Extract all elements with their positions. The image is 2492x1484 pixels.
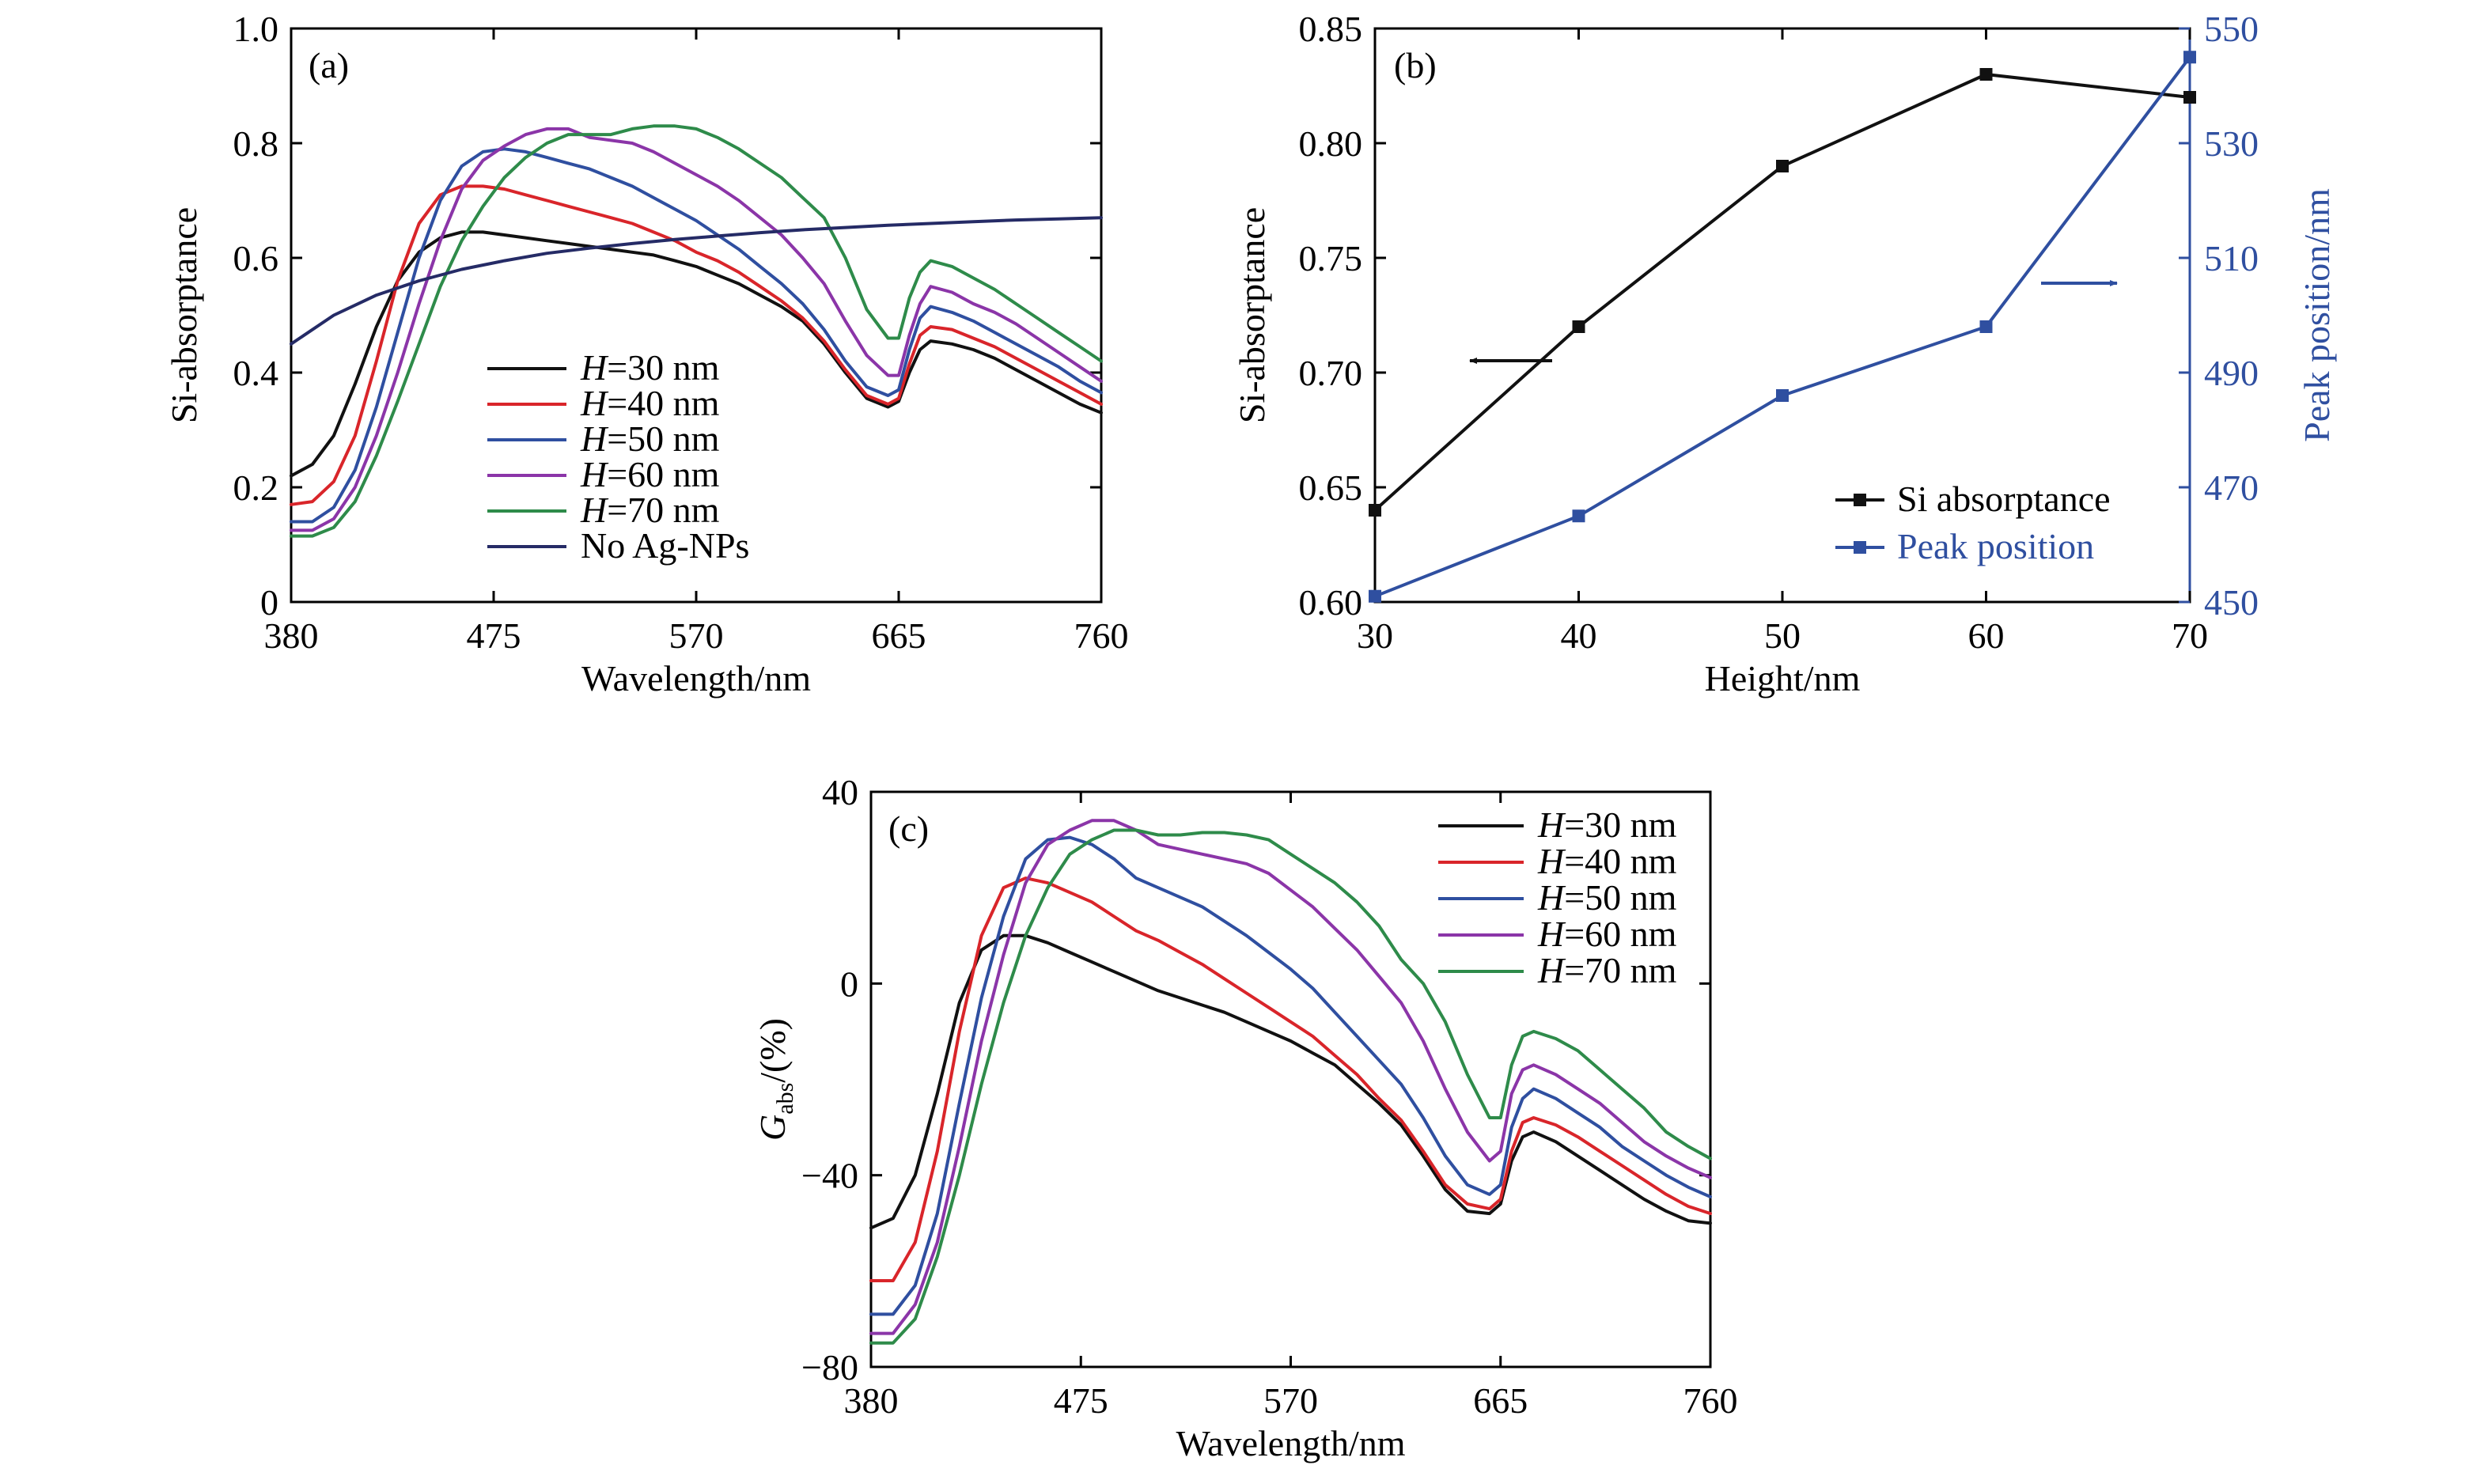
legend-marker bbox=[1854, 541, 1866, 554]
series-line bbox=[290, 230, 1103, 478]
y-tick-label: 0 bbox=[840, 963, 858, 1004]
series-line bbox=[290, 184, 1103, 506]
x-tick-label: 475 bbox=[1054, 1380, 1108, 1421]
y-right-tick-label: 510 bbox=[2204, 238, 2259, 278]
legend-label: H=60 nm bbox=[1537, 914, 1677, 954]
x-tick-label: 475 bbox=[467, 615, 521, 656]
si-absorptance-marker bbox=[1572, 320, 1585, 333]
y-tick-label: 0.85 bbox=[1299, 9, 1363, 49]
y-right-tick-label: 450 bbox=[2204, 582, 2259, 623]
y-tick-label: 0.4 bbox=[233, 353, 279, 393]
legend-label: H=60 nm bbox=[580, 454, 720, 494]
y-tick-label: 0.75 bbox=[1299, 238, 1363, 278]
x-tick-label: 380 bbox=[844, 1380, 899, 1421]
y-tick-label: −40 bbox=[801, 1156, 858, 1196]
x-tick-label: 570 bbox=[669, 615, 724, 656]
x-axis-title-a: Wavelength/nm bbox=[581, 658, 811, 698]
x-tick-label: 760 bbox=[1074, 615, 1129, 656]
peak-position-marker bbox=[1776, 389, 1789, 402]
x-tick-label: 760 bbox=[1683, 1380, 1738, 1421]
series-line bbox=[869, 819, 1712, 1335]
y-tick-label: 0.6 bbox=[233, 238, 279, 278]
y-axis-title-a: Si-absorptance bbox=[164, 207, 204, 423]
series-line bbox=[1373, 73, 2191, 512]
peak-position-marker bbox=[1572, 509, 1585, 523]
series-line bbox=[290, 127, 1103, 532]
series-line bbox=[869, 835, 1712, 1316]
peak-position-marker bbox=[1979, 320, 1993, 333]
chart-b: 30 40 50 60 70 0.60 0.65 0.70 0.75 0.80 0.85 450 470… bbox=[1232, 9, 2337, 698]
x-tick-label: 30 bbox=[1357, 615, 1393, 656]
legend-label: Si absorptance bbox=[1897, 479, 2111, 519]
y-right-axis-title-b: Peak position/nm bbox=[2297, 188, 2337, 442]
x-tick-label: 380 bbox=[264, 615, 319, 656]
panel-label-b: (b) bbox=[1394, 45, 1437, 85]
y-tick-label: 40 bbox=[822, 772, 858, 812]
legend-label: H=70 nm bbox=[580, 490, 720, 530]
y-tick-label: 0.65 bbox=[1299, 468, 1363, 508]
x-tick-label: 665 bbox=[872, 615, 926, 656]
x-tick-label: 40 bbox=[1561, 615, 1597, 656]
x-tick-label: 70 bbox=[2172, 615, 2208, 656]
legend-label: H=70 nm bbox=[1537, 950, 1677, 990]
y-tick-label: 1.0 bbox=[233, 9, 279, 49]
y-tick-label: 0.70 bbox=[1299, 353, 1363, 393]
y-axis-title-b: Si-absorptance bbox=[1232, 207, 1272, 423]
legend-label: H=50 nm bbox=[1537, 877, 1677, 918]
y-tick-label: 0 bbox=[260, 582, 278, 623]
y-tick-label: −80 bbox=[801, 1347, 858, 1387]
panel-label-a: (a) bbox=[309, 45, 349, 85]
legend-label: H=50 nm bbox=[580, 418, 720, 459]
y-right-tick-label: 470 bbox=[2204, 468, 2259, 508]
panel-label-c: (c) bbox=[888, 808, 929, 849]
si-absorptance-marker bbox=[1979, 68, 1993, 81]
y-right-tick-label: 530 bbox=[2204, 123, 2259, 164]
y-tick-label: 0.8 bbox=[233, 123, 279, 164]
x-tick-label: 60 bbox=[1968, 615, 2005, 656]
y-tick-label: 0.2 bbox=[233, 468, 279, 508]
peak-position-marker bbox=[2183, 51, 2196, 64]
legend-label: H=40 nm bbox=[580, 383, 720, 423]
legend-marker bbox=[1854, 494, 1866, 506]
y-right-tick-label: 550 bbox=[2204, 9, 2259, 49]
x-tick-label: 665 bbox=[1473, 1380, 1528, 1421]
x-tick-label: 50 bbox=[1764, 615, 1801, 656]
x-axis-title-c: Wavelength/nm bbox=[1176, 1423, 1405, 1463]
x-axis-title-b: Height/nm bbox=[1705, 658, 1861, 698]
legend-b: Si absorptance Peak position bbox=[1835, 479, 2111, 566]
legend-label: H=30 nm bbox=[580, 347, 720, 388]
peak-position-marker bbox=[1369, 589, 1381, 603]
legend-label: H=40 nm bbox=[1537, 841, 1677, 881]
series-line bbox=[290, 124, 1103, 538]
series-line bbox=[869, 828, 1712, 1345]
series-line bbox=[869, 933, 1712, 1230]
si-absorptance-marker bbox=[2183, 91, 2196, 104]
y-right-tick-label: 490 bbox=[2204, 353, 2259, 393]
series-line bbox=[290, 216, 1103, 346]
legend-label: Peak position bbox=[1897, 526, 2094, 566]
chart-c: 380 475 570 665 760 −80 −40 0 40 (c) Wavelength/nm… bbox=[752, 772, 1738, 1463]
si-absorptance-marker bbox=[1776, 160, 1789, 172]
legend-c: H=30 nmH=40 nmH=50 nmH=60 nmH=70 nm bbox=[1438, 804, 1677, 990]
legend-label: H=30 nm bbox=[1537, 804, 1677, 845]
y-tick-label: 0.60 bbox=[1299, 582, 1363, 623]
chart-a: 380 475 570 665 760 0 0.2 0.4 0.6 0.8 1.0 (a) Wavele… bbox=[164, 9, 1129, 698]
y-tick-label: 0.80 bbox=[1299, 123, 1363, 164]
x-tick-label: 570 bbox=[1263, 1380, 1318, 1421]
si-absorptance-marker bbox=[1369, 504, 1381, 517]
y-axis-title-c: Gabs/(%) bbox=[752, 1018, 798, 1141]
legend-label: No Ag-NPs bbox=[581, 525, 749, 566]
